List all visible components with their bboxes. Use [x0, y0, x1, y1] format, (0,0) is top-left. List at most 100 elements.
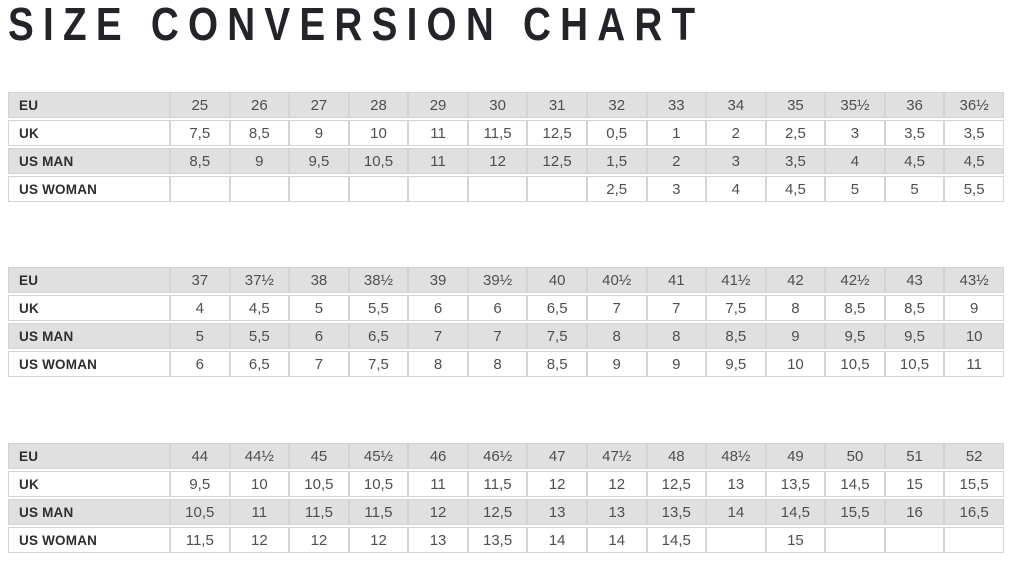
row-label: EU [8, 443, 170, 469]
page-title: SIZE CONVERSION CHART [8, 0, 705, 50]
table-row-us-man: US MAN 10,5 11 11,5 11,5 12 12,5 13 13 13,5 14 14,5… [8, 499, 1004, 525]
size-cell [527, 176, 587, 202]
size-cell: 4,5 [884, 148, 945, 174]
size-cell: 7,5 [527, 323, 587, 349]
table-row-us-woman: US WOMAN 2,5 3 4 4,5 5 5 5,5 [8, 176, 1004, 202]
table-row-us-woman: US WOMAN 11,5 12 12 12 13 13,5 14 14 14,5 15 [8, 527, 1004, 553]
size-cell: 12 [229, 527, 290, 553]
size-cell: 11,5 [348, 499, 409, 525]
size-cell: 11 [229, 499, 290, 525]
size-cell: 10 [765, 351, 826, 377]
size-cell: 5,5 [944, 176, 1004, 202]
size-cell: 12,5 [467, 499, 528, 525]
size-cell: 48 [646, 443, 707, 469]
row-label: UK [8, 471, 170, 497]
size-cell: 8 [646, 323, 707, 349]
size-cell: 6 [467, 295, 528, 321]
size-cell: 8,5 [825, 295, 885, 321]
size-cell: 10,5 [348, 148, 409, 174]
size-cell: 34 [706, 92, 766, 118]
size-cell: 39½ [467, 267, 528, 293]
size-cell: 43½ [944, 267, 1004, 293]
size-cell: 7 [289, 351, 349, 377]
size-cell: 9 [586, 351, 647, 377]
size-cell: 8,5 [170, 148, 230, 174]
size-cell: 13 [408, 527, 468, 553]
size-cell: 10,5 [170, 499, 230, 525]
row-label: US WOMAN [8, 176, 170, 202]
size-cell: 10,5 [825, 351, 885, 377]
row-label: EU [8, 267, 170, 293]
size-cell: 4,5 [765, 176, 826, 202]
table-row-us-man: US MAN 5 5,5 6 6,5 7 7 7,5 8 8 8,5 9 9,5 9,5 10 [8, 323, 1004, 349]
size-cell: 36½ [944, 92, 1004, 118]
size-cell: 13 [527, 499, 587, 525]
size-cell: 4 [825, 148, 885, 174]
size-cell: 16,5 [944, 499, 1004, 525]
size-cell: 3,5 [944, 120, 1004, 146]
size-cell: 3 [706, 148, 766, 174]
size-cell: 9 [765, 323, 826, 349]
size-cell: 44½ [229, 443, 290, 469]
size-cell: 6 [170, 351, 230, 377]
table-row-eu: EU 25 26 27 28 29 30 31 32 33 34 35 35½ 36 36½ [8, 92, 1004, 118]
size-cell: 25 [170, 92, 230, 118]
size-cell: 7,5 [706, 295, 766, 321]
size-cell: 51 [884, 443, 945, 469]
row-label: US MAN [8, 148, 170, 174]
row-label: UK [8, 120, 170, 146]
size-cell [944, 527, 1004, 553]
size-cell [229, 176, 290, 202]
size-cell: 13 [586, 499, 647, 525]
size-cell: 10,5 [289, 471, 349, 497]
size-cell: 41½ [706, 267, 766, 293]
size-cell: 10 [229, 471, 290, 497]
size-cell: 13,5 [765, 471, 826, 497]
size-cell: 10 [348, 120, 409, 146]
size-cell: 11,5 [467, 120, 528, 146]
size-cell: 35½ [825, 92, 885, 118]
size-cell: 46½ [467, 443, 528, 469]
size-cell: 12 [348, 527, 409, 553]
size-cell: 2 [706, 120, 766, 146]
size-cell: 30 [467, 92, 528, 118]
size-cell: 2 [646, 148, 707, 174]
size-cell: 33 [646, 92, 707, 118]
row-label: US MAN [8, 323, 170, 349]
size-cell: 26 [229, 92, 290, 118]
size-cell: 42 [765, 267, 826, 293]
size-cell: 7 [586, 295, 647, 321]
size-cell: 31 [527, 92, 587, 118]
size-cell: 1,5 [586, 148, 647, 174]
table-row-us-woman: US WOMAN 6 6,5 7 7,5 8 8 8,5 9 9 9,5 10 10,5 10,5 11 [8, 351, 1004, 377]
size-cell: 4 [170, 295, 230, 321]
table-row-us-man: US MAN 8,5 9 9,5 10,5 11 12 12,5 1,5 2 3 3,5 4 4,5 4,5 [8, 148, 1004, 174]
size-cell: 7,5 [348, 351, 409, 377]
size-cell: 29 [408, 92, 468, 118]
size-cell: 42½ [825, 267, 885, 293]
size-cell: 12,5 [646, 471, 707, 497]
size-cell: 6,5 [348, 323, 409, 349]
size-cell: 11 [408, 471, 468, 497]
size-cell: 37½ [229, 267, 290, 293]
size-cell: 3,5 [765, 148, 826, 174]
size-cell: 3 [825, 120, 885, 146]
size-cell: 12 [467, 148, 528, 174]
size-table-eu-25-36: EU 25 26 27 28 29 30 31 32 33 34 35 35½ 36 36½ UK 7,5 8,5… [8, 90, 1004, 204]
size-cell: 11 [944, 351, 1004, 377]
size-cell: 11 [408, 120, 468, 146]
size-cell: 9 [646, 351, 707, 377]
size-cell: 8 [408, 351, 468, 377]
size-cell: 6 [289, 323, 349, 349]
size-cell: 9 [289, 120, 349, 146]
size-cell: 50 [825, 443, 885, 469]
size-cell: 8,5 [884, 295, 945, 321]
size-cell: 43 [884, 267, 945, 293]
size-cell: 1 [646, 120, 707, 146]
row-label: US WOMAN [8, 351, 170, 377]
size-table-eu-44-52: EU 44 44½ 45 45½ 46 46½ 47 47½ 48 48½ 49 50 51 52 UK 9,5… [8, 441, 1004, 555]
size-cell: 8,5 [229, 120, 290, 146]
size-cell: 11,5 [170, 527, 230, 553]
size-cell: 10 [944, 323, 1004, 349]
row-label: US WOMAN [8, 527, 170, 553]
